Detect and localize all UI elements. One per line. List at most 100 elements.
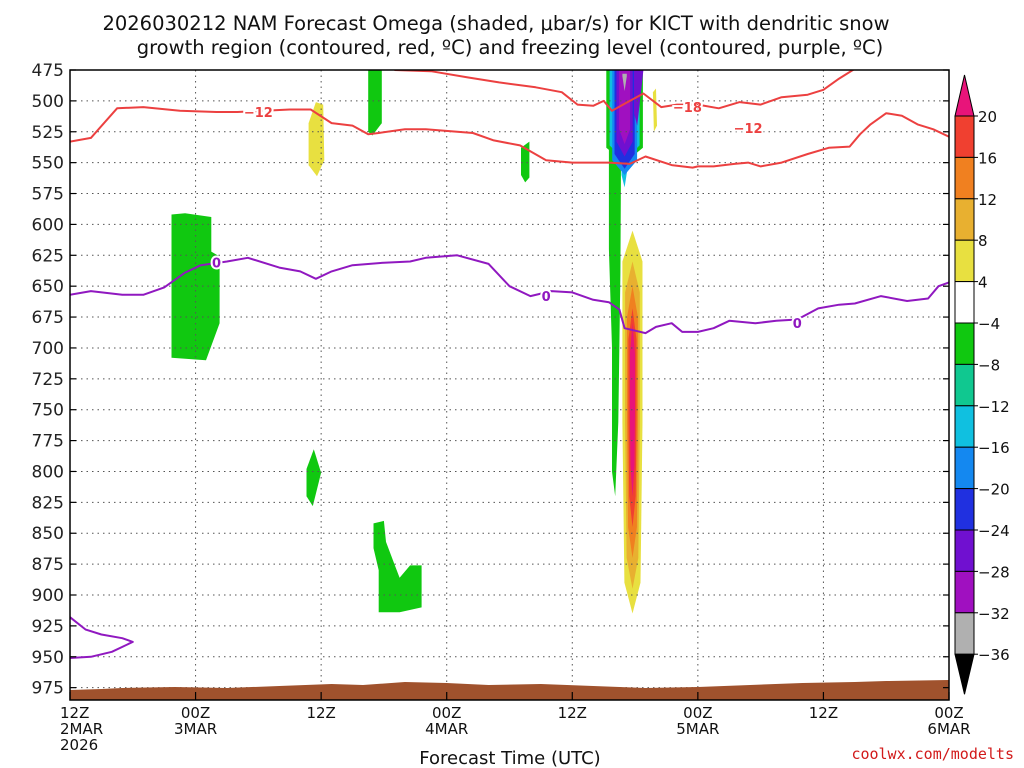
shaded-region-rising-motion-0300-a: [171, 213, 220, 361]
y-tick-label: 825: [32, 493, 64, 513]
colorbar-label: −4: [978, 315, 1000, 333]
colorbar-label: −28: [978, 563, 1010, 581]
x-tick-label: 12Z: [306, 704, 335, 722]
colorbar-bin: [954, 239, 975, 283]
y-tick-label: 700: [32, 339, 64, 359]
y-tick-label: 675: [32, 308, 64, 328]
colorbar-bin: [954, 115, 975, 158]
column-rise-band-6: [622, 73, 627, 91]
contour-zero-freezing-low: [70, 616, 134, 659]
x-tick-label: 12Z: [809, 704, 838, 722]
terrain-fill: [70, 680, 949, 700]
y-tick-label: 925: [32, 617, 64, 637]
y-tick-label: 750: [32, 401, 64, 421]
contour-label: 0: [212, 257, 221, 272]
colorbar-bin: [954, 198, 975, 241]
x-tick-label: 2026: [60, 736, 98, 754]
y-tick-label: 525: [32, 123, 64, 143]
shaded-region-sinking-motion-1100: [308, 102, 325, 177]
x-tick-label: 5MAR: [676, 720, 719, 738]
colorbar-bin: [954, 570, 975, 614]
shaded-region-rising-motion-1930-low: [373, 520, 422, 613]
y-axis: 475 500 525 550 575 600 625 650 675 700 725 750 775 8…: [32, 61, 949, 699]
colorbar-label: 12: [978, 191, 997, 209]
column-light-rise-stem: [608, 70, 622, 497]
y-tick-label: 575: [32, 185, 64, 205]
contour-minus-18-upper: [394, 70, 855, 112]
shaded-region-rising-motion-2030: [521, 141, 530, 183]
colorbar-label: −24: [978, 522, 1010, 540]
y-tick-label: 550: [32, 154, 64, 174]
x-tick-label: 00Z: [934, 704, 963, 722]
shaded-region-rising-motion-1100-low: [306, 449, 322, 507]
omega-shading-layer: [171, 70, 657, 613]
colorbar-label: −20: [978, 481, 1010, 499]
contour-minus-12-upper: [70, 106, 949, 169]
chart-title-line2: growth region (contoured, red, ºC) and f…: [137, 36, 884, 59]
y-tick-label: 475: [32, 61, 64, 81]
plot-frame: [69, 69, 950, 701]
y-tick-label: 800: [32, 462, 64, 482]
x-tick-label: 00Z: [432, 704, 461, 722]
contour-label: −12: [734, 122, 763, 137]
column-rise-band-5: [619, 70, 631, 145]
y-tick-label: 500: [32, 92, 64, 112]
contour-label: −18: [673, 101, 702, 116]
y-tick-label: 975: [32, 679, 64, 699]
x-tick-label: 4MAR: [425, 720, 468, 738]
strong-omega-column: [606, 70, 644, 614]
y-tick-label: 900: [32, 586, 64, 606]
colorbar-bin: [954, 405, 975, 448]
contour-label: 0: [542, 290, 551, 305]
y-tick-label: 950: [32, 648, 64, 668]
y-tick-label: 600: [32, 215, 64, 235]
chart-title-line1: 2026030212 NAM Forecast Omega (shaded, μ…: [102, 12, 889, 35]
x-tick-label: 00Z: [181, 704, 210, 722]
colorbar-label: −8: [978, 356, 1000, 374]
contour-layer: −12 −12 −18 0 0 0: [70, 70, 949, 659]
colorbar-bin: [954, 281, 975, 324]
colorbar-label: 4: [978, 274, 988, 292]
colorbar-label: −16: [978, 439, 1010, 457]
colorbar: 20 16 12 8 4 −4 −8 −12 −16 −20 −24 −28 −32 −36: [954, 74, 1010, 695]
colorbar-label: 16: [978, 149, 997, 167]
shaded-region-sinking-motion-1730-upper: [652, 88, 657, 132]
grid-layer: [70, 69, 949, 700]
shaded-region-rising-motion-1600: [368, 70, 382, 136]
x-axis-label: Forecast Time (UTC): [419, 748, 600, 768]
x-tick-label: 00Z: [683, 704, 712, 722]
colorbar-bin: [954, 529, 975, 572]
x-tick-label: 2MAR: [60, 720, 103, 738]
column-purple-fringe: [634, 70, 644, 126]
y-tick-label: 875: [32, 555, 64, 575]
x-tick-label: 12Z: [60, 704, 89, 722]
colorbar-bin: [954, 322, 975, 365]
contour-label: −12: [244, 106, 273, 121]
contour-label: 0: [793, 317, 802, 332]
colorbar-label: −36: [978, 646, 1010, 664]
contour-zero-freezing: [70, 254, 949, 335]
colorbar-arrow-bottom: [954, 653, 975, 695]
y-tick-label: 850: [32, 524, 64, 544]
colorbar-bin: [954, 156, 975, 200]
colorbar-label: −32: [978, 605, 1010, 623]
credit-text: coolwx.com/modelts: [851, 745, 1014, 763]
colorbar-bin: [954, 446, 975, 490]
x-tick-label: 3MAR: [174, 720, 217, 738]
colorbar-arrow-top: [954, 74, 975, 117]
y-tick-label: 725: [32, 370, 64, 390]
colorbar-label: 8: [978, 232, 988, 250]
colorbar-bin: [954, 363, 975, 407]
x-tick-label: 12Z: [558, 704, 587, 722]
x-tick-label: 6MAR: [927, 720, 970, 738]
colorbar-label: −12: [978, 398, 1010, 416]
colorbar-label: 20: [978, 108, 997, 126]
y-tick-label: 625: [32, 246, 64, 266]
y-tick-label: 650: [32, 277, 64, 297]
y-tick-label: 775: [32, 432, 64, 452]
colorbar-bin: [954, 488, 975, 531]
colorbar-bin: [954, 612, 975, 655]
terrain-strip: [70, 680, 949, 700]
